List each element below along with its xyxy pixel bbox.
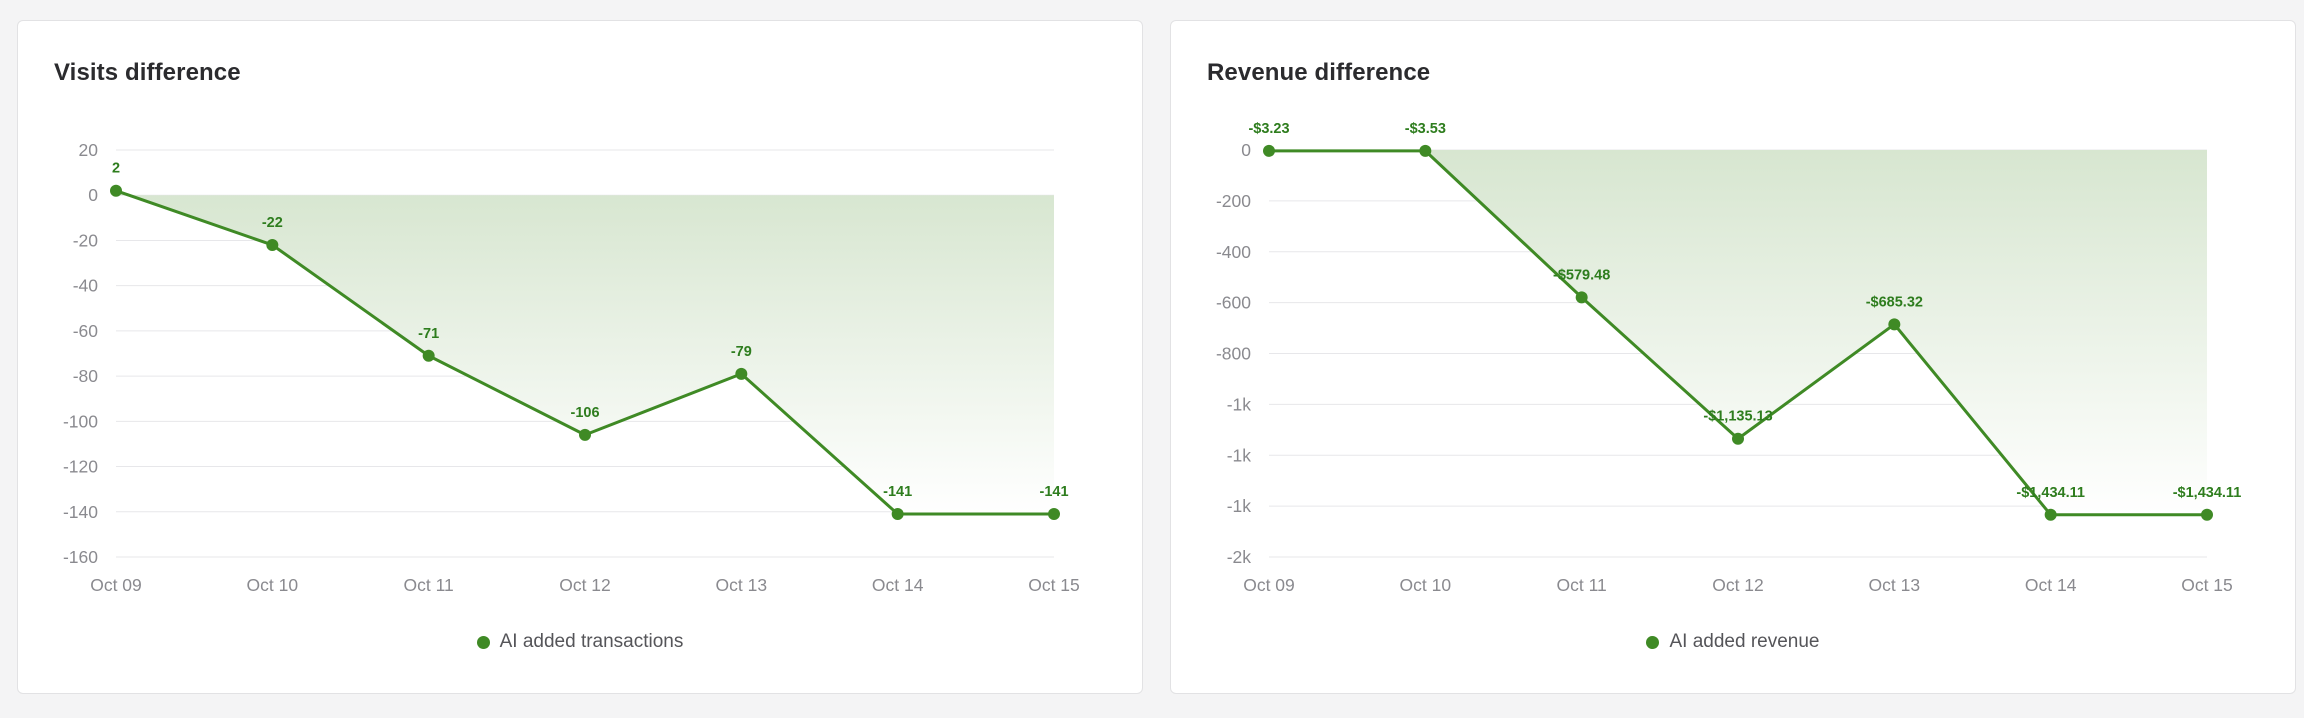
data-label: -141 — [1039, 484, 1068, 500]
y-tick-label: -160 — [63, 547, 98, 567]
y-tick-label: -100 — [63, 411, 98, 431]
x-tick-label: Oct 09 — [90, 575, 142, 595]
data-label: -$579.48 — [1553, 267, 1610, 283]
data-point — [891, 508, 904, 521]
x-tick-label: Oct 11 — [1557, 575, 1607, 595]
x-tick-label: Oct 09 — [1243, 575, 1295, 595]
chart-legend[interactable]: AI added transactions — [18, 631, 1142, 653]
x-tick-label: Oct 14 — [2025, 575, 2077, 595]
data-point — [1575, 291, 1588, 304]
data-point — [2201, 508, 2213, 521]
data-point — [1888, 318, 1901, 331]
x-tick-label: Oct 15 — [1028, 575, 1080, 595]
chart-legend[interactable]: AI added revenue — [1171, 631, 2295, 653]
x-tick-label: Oct 12 — [1712, 575, 1764, 595]
x-tick-label: Oct 15 — [2181, 575, 2233, 595]
data-label: 2 — [112, 161, 120, 177]
x-tick-label: Oct 10 — [1400, 575, 1452, 595]
revenue-difference-card: Revenue difference 0 -200 -400 -600 -800 -1k -… — [1170, 20, 2296, 694]
visits-difference-chart: 20 0 -20 -40 -60 -80 -100 -120 -140 -160 Oct 09 Oct… — [63, 140, 1080, 595]
x-tick-label: Oct 13 — [1869, 575, 1921, 595]
data-point — [422, 349, 435, 362]
y-tick-label: -800 — [1216, 344, 1251, 364]
y-tick-label: -2k — [1227, 547, 1252, 567]
y-tick-label: -60 — [73, 321, 99, 341]
legend-marker — [476, 635, 490, 649]
data-label: -71 — [418, 326, 439, 342]
y-tick-label: -1k — [1227, 445, 1252, 465]
data-label: -22 — [262, 215, 283, 231]
data-label: -$1,434.11 — [2173, 485, 2242, 501]
revenue-difference-chart: 0 -200 -400 -600 -800 -1k -1k -1k -2k Oct 09 Oct 1… — [1216, 121, 2242, 595]
y-tick-label: -140 — [63, 502, 98, 522]
data-label: -$1,434.11 — [2016, 485, 2085, 501]
y-tick-label: -120 — [63, 457, 98, 477]
y-tick-label: -200 — [1216, 191, 1251, 211]
legend-label: AI added revenue — [1669, 631, 1820, 652]
y-tick-label: 0 — [88, 185, 98, 205]
x-tick-label: Oct 13 — [716, 575, 768, 595]
data-point — [735, 367, 748, 380]
visits-difference-card: Visits difference 20 0 -20 -40 -60 -80 -100 -12… — [17, 20, 1143, 694]
data-label: -141 — [883, 484, 912, 500]
data-point — [110, 184, 122, 197]
data-label: -$685.32 — [1866, 294, 1923, 310]
y-tick-label: -400 — [1216, 242, 1251, 262]
data-label: -$3.53 — [1405, 121, 1446, 137]
y-tick-label: -20 — [73, 230, 99, 250]
x-tick-label: Oct 14 — [872, 575, 924, 595]
data-point — [1419, 144, 1432, 157]
x-tick-label: Oct 12 — [559, 575, 611, 595]
series-area — [116, 190, 1054, 515]
data-point — [1263, 144, 1275, 157]
legend-marker — [1646, 635, 1660, 649]
data-label: -79 — [731, 344, 752, 360]
y-tick-label: 0 — [1241, 140, 1251, 160]
y-tick-label: -600 — [1216, 293, 1251, 313]
data-label: -$1,135.13 — [1703, 409, 1772, 425]
data-point — [1048, 508, 1060, 521]
y-tick-label: -40 — [73, 276, 99, 296]
legend-label: AI added transactions — [499, 631, 684, 652]
data-label: -$3.23 — [1248, 121, 1289, 137]
x-tick-label: Oct 11 — [404, 575, 454, 595]
x-tick-label: Oct 10 — [247, 575, 299, 595]
chart-title: Revenue difference — [1207, 59, 1431, 86]
y-tick-label: -1k — [1227, 394, 1252, 414]
series-area — [1269, 150, 2207, 515]
chart-title: Visits difference — [54, 59, 241, 86]
data-point — [266, 238, 279, 251]
data-point — [1732, 432, 1744, 445]
y-tick-label: -1k — [1227, 496, 1252, 516]
y-tick-label: -80 — [73, 366, 99, 386]
y-tick-label: 20 — [79, 140, 99, 160]
data-point — [579, 428, 591, 441]
data-label: -106 — [570, 405, 599, 421]
data-point — [2044, 508, 2057, 521]
